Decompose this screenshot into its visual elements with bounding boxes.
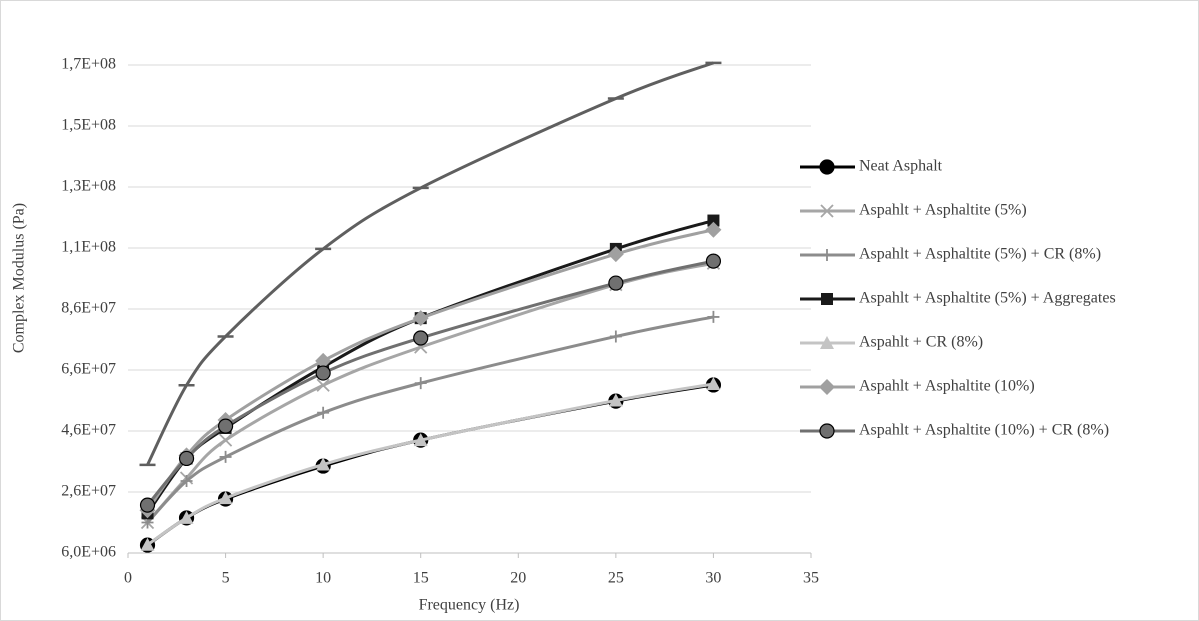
marker: [820, 204, 834, 218]
marker: [140, 537, 155, 551]
legend-label: Aspahlt + Asphaltite (5%) + CR (8%): [859, 246, 1101, 263]
marker: [218, 491, 233, 505]
x-tick-label: 15: [413, 570, 429, 587]
marker: [607, 246, 624, 263]
x-tick-label: 0: [124, 570, 132, 587]
marker: [317, 406, 330, 419]
marker: [315, 352, 332, 369]
marker: [608, 393, 623, 407]
marker: [820, 336, 834, 349]
marker: [219, 450, 232, 463]
legend-entry: Aspahlt + Asphaltite (5%) + CR (8%): [800, 246, 1101, 263]
legend-label: Aspahlt + Asphaltite (5%) + Aggregates: [859, 290, 1116, 307]
y-tick-label: 1,7E+08: [61, 56, 116, 73]
marker: [413, 330, 429, 346]
marker: [217, 418, 234, 434]
marker: [412, 310, 429, 327]
marker: [819, 159, 835, 175]
legend-entry: Aspahlt + Asphaltite (10%): [800, 378, 1035, 395]
x-tick-label: 25: [608, 570, 624, 587]
y-tick-label: 2,6E+07: [61, 483, 116, 500]
y-tick-label: 1,1E+08: [61, 239, 116, 256]
marker: [414, 377, 427, 390]
series: [139, 253, 722, 513]
series: [140, 377, 721, 551]
legend-label: Aspahlt + Asphaltite (10%): [859, 378, 1035, 395]
legend-label: Aspahlt + Asphaltite (10%) + CR (8%): [859, 422, 1109, 439]
y-tick-label: 1,5E+08: [61, 117, 116, 134]
marker: [705, 221, 722, 238]
marker: [178, 450, 195, 467]
marker: [139, 497, 156, 513]
x-tick-label: 30: [705, 570, 721, 587]
marker: [315, 365, 331, 381]
marker: [821, 293, 833, 305]
series: [141, 310, 720, 529]
legend-entry: Aspahlt + Asphaltite (5%) + Aggregates: [800, 290, 1116, 307]
marker: [705, 253, 722, 269]
marker: [609, 330, 622, 343]
y-tick-label: 6,6E+07: [61, 361, 116, 378]
marker: [821, 249, 833, 261]
y-tick-label: 6,0E+06: [61, 544, 116, 561]
x-axis-label: Frequency (Hz): [419, 597, 520, 614]
legend-entry: Aspahlt + Asphaltite (10%) + CR (8%): [800, 422, 1109, 439]
legend-entry: Neat Asphalt: [800, 158, 943, 175]
x-tick-label: 10: [315, 570, 331, 587]
marker: [413, 433, 428, 447]
marker: [218, 433, 233, 447]
legend-entry: Aspahlt + Asphaltite (5%): [800, 202, 1027, 219]
legend-entry: Aspahlt + CR (8%): [800, 334, 983, 351]
marker: [316, 378, 330, 392]
legend-label: Neat Asphalt: [859, 158, 943, 175]
marker: [707, 310, 720, 323]
marker: [819, 379, 835, 395]
marker: [706, 377, 721, 391]
marker: [707, 214, 720, 227]
legend-label: Aspahlt + Asphaltite (5%): [859, 202, 1027, 219]
y-tick-label: 8,6E+07: [61, 300, 116, 317]
marker: [608, 275, 624, 291]
legend-label: Aspahlt + CR (8%): [859, 334, 983, 351]
marker: [180, 475, 193, 488]
marker: [179, 510, 194, 524]
marker: [316, 457, 331, 471]
x-tick-label: 20: [510, 570, 526, 587]
y-tick-label: 1,3E+08: [61, 178, 116, 195]
x-tick-label: 5: [222, 570, 230, 587]
y-axis-label: Complex Modulus (Pa): [11, 203, 28, 353]
series: [139, 61, 722, 467]
x-tick-label: 35: [803, 570, 819, 587]
marker: [819, 423, 835, 439]
y-tick-label: 4,6E+07: [61, 422, 116, 439]
